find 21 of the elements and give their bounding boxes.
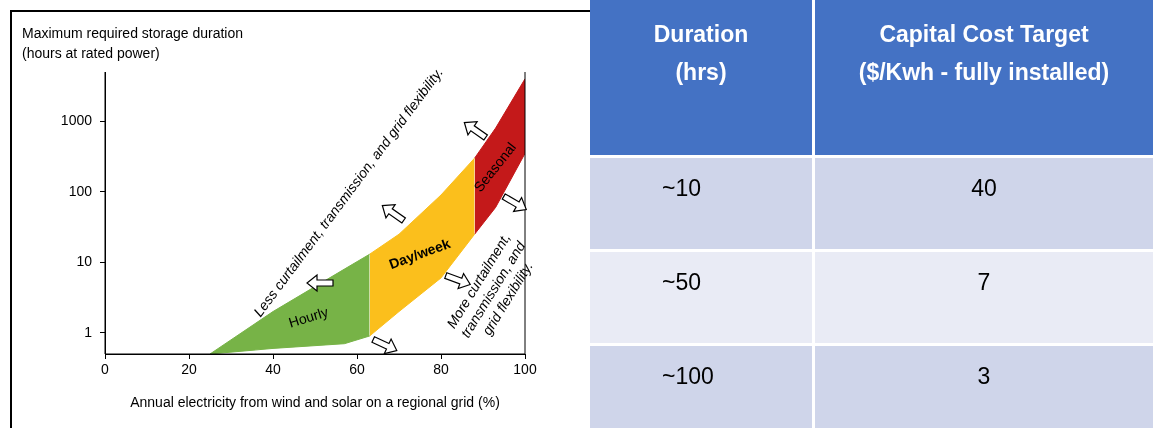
x-tick-label: 100 xyxy=(513,361,537,378)
y-tick-label: 1000 xyxy=(60,112,93,129)
x-tick-label: 80 xyxy=(433,361,449,378)
y-tick-label: 1 xyxy=(84,323,93,340)
series-label: Hourly xyxy=(286,303,331,331)
category-label: Capital Cost Target ($/Kwh - fully installed) xyxy=(857,19,1111,87)
y-axis-title: Maximum required storage duration (hours at rated power) xyxy=(22,25,243,61)
y-tick-label: 10 xyxy=(76,253,93,270)
text: ~10 xyxy=(662,175,702,201)
x-tick-label: 60 xyxy=(349,361,365,378)
x-tick-label: 20 xyxy=(181,361,197,378)
x-tick-label: 40 xyxy=(265,361,281,378)
text: 7 xyxy=(977,269,991,295)
text: 40 xyxy=(971,175,997,201)
category-label: Duration (hrs) xyxy=(652,19,750,87)
x-axis-title: Annual electricity from wind and solar on a regional grid (%) xyxy=(130,394,500,411)
text: ~100 xyxy=(662,363,714,389)
x-tick-label: 0 xyxy=(101,361,110,378)
y-tick-label: 100 xyxy=(68,182,93,199)
text: ~50 xyxy=(662,269,702,295)
text: 3 xyxy=(977,363,991,389)
